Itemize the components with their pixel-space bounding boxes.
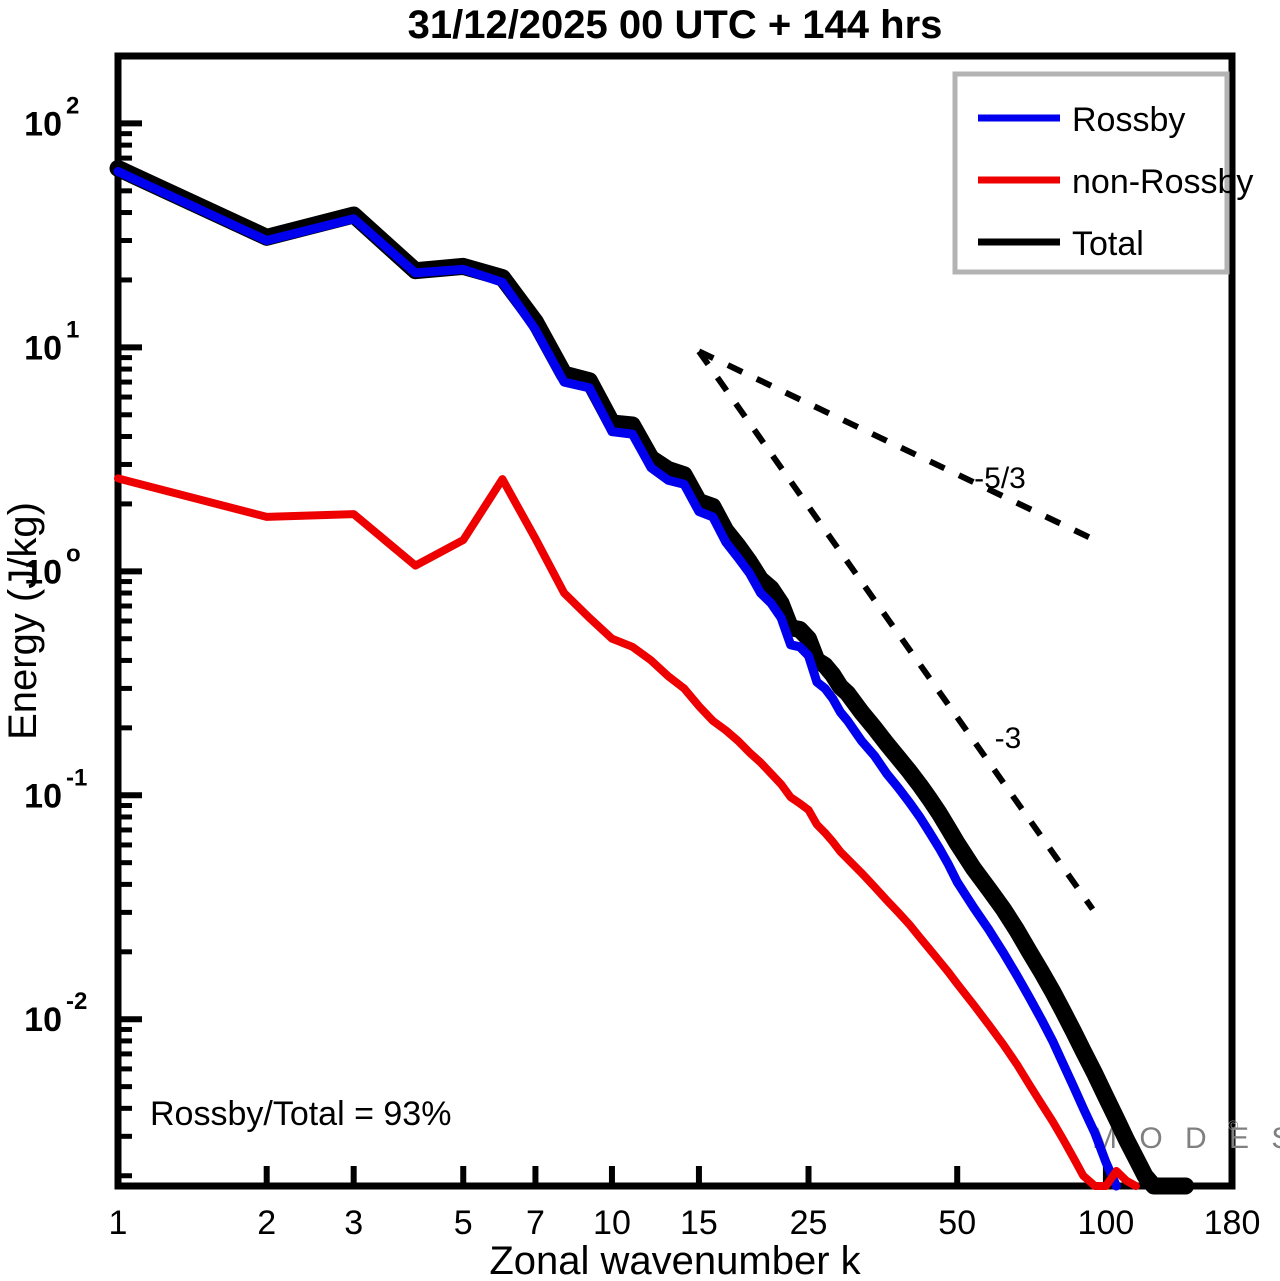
y-tick-exponent: o	[66, 540, 81, 567]
legend-label-1[interactable]: non-Rossby	[1072, 163, 1253, 201]
y-axis-label: Energy (J/kg)	[1, 502, 45, 740]
x-tick-label: 15	[680, 1204, 718, 1242]
x-tick-label: 10	[593, 1204, 631, 1242]
y-tick-label: 10	[24, 553, 62, 591]
y-tick-label: 10	[24, 777, 62, 815]
y-tick-label: 10	[24, 1001, 62, 1039]
slope-reference-line	[697, 348, 1101, 545]
legend-label-0[interactable]: Rossby	[1072, 101, 1185, 139]
data-series-group	[109, 159, 1195, 1195]
y-tick-exponent: -1	[66, 764, 87, 791]
y-tick-exponent: 2	[66, 92, 79, 119]
y-tick-label: 10	[24, 105, 62, 143]
series-line-non-rossby	[114, 474, 1140, 1190]
x-axis-label: Zonal wavenumber k	[489, 1239, 861, 1281]
series-line-total	[109, 159, 1195, 1195]
x-axis-ticks: 1 2 3 5 7 10 15 25 50 100 180	[109, 1166, 1261, 1242]
series-line-rossby	[113, 167, 1121, 1191]
y-tick-label: 10	[24, 329, 62, 367]
y-tick-exponent: -2	[66, 988, 87, 1015]
x-tick-label: 1	[109, 1204, 128, 1242]
rossby-total-ratio-note: Rossby/Total = 93%	[150, 1095, 451, 1133]
x-tick-label: 7	[526, 1204, 545, 1242]
slope-53-label: -5/3	[974, 462, 1026, 495]
slope-3-label: -3	[995, 722, 1022, 755]
x-tick-label: 50	[938, 1204, 976, 1242]
x-tick-label: 2	[257, 1204, 276, 1242]
legend-entries[interactable]: Rossby non-Rossby Total	[978, 101, 1253, 263]
reference-slope-lines	[696, 348, 1101, 911]
y-axis-minor-ticks	[118, 53, 132, 1179]
chart-title: 31/12/2025 00 UTC + 144 hrs	[408, 3, 943, 47]
x-tick-label: 100	[1078, 1204, 1135, 1242]
legend-label-2[interactable]: Total	[1072, 225, 1144, 263]
x-tick-label: 5	[454, 1204, 473, 1242]
x-tick-label: 3	[344, 1204, 363, 1242]
x-tick-label: 25	[790, 1204, 828, 1242]
y-tick-exponent: 1	[66, 316, 79, 343]
modes-watermark-copyright: ©	[1228, 1117, 1239, 1133]
x-tick-label: 180	[1204, 1204, 1261, 1242]
